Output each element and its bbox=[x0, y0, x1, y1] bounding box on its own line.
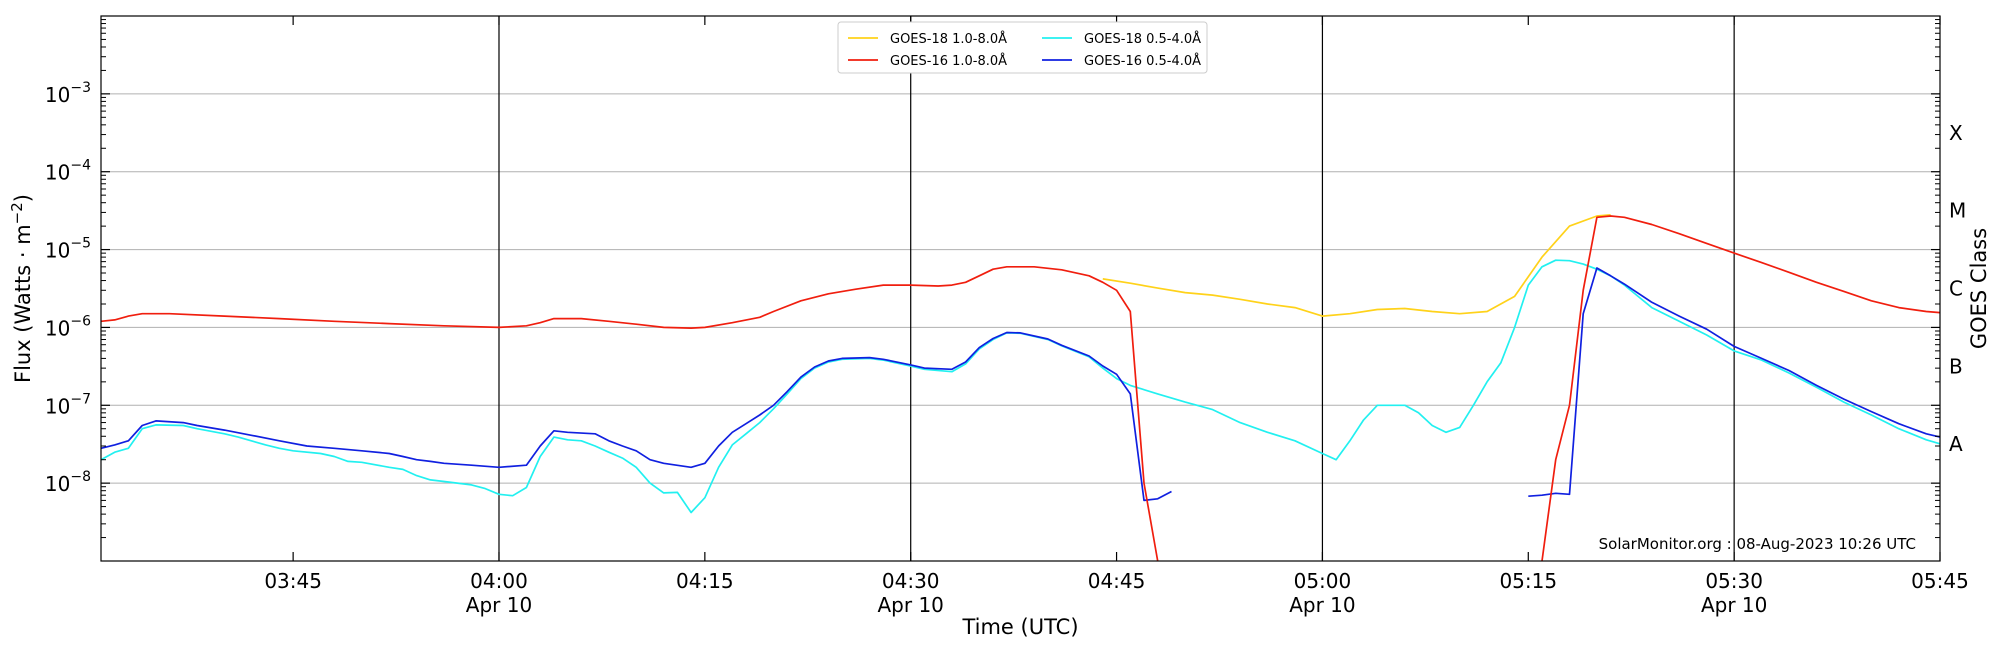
y-tick-label: 10−7 bbox=[45, 391, 91, 418]
series-line bbox=[100, 265, 1159, 562]
x-tick-label: 04:45 bbox=[1088, 569, 1146, 593]
legend-frame bbox=[837, 21, 1208, 74]
legend: GOES-18 1.0-8.0Å GOES-18 0.5-4.0Å GOES-16 … bbox=[837, 21, 1208, 74]
x-tick-label: 04:00 bbox=[470, 569, 528, 593]
x-tick-label: 04:30 bbox=[882, 569, 940, 593]
goes-class-label: A bbox=[1949, 432, 1963, 456]
series-line bbox=[1528, 267, 1941, 498]
goes-class-label: M bbox=[1949, 199, 1966, 223]
legend-entry: GOES-18 1.0-8.0Å bbox=[890, 31, 1007, 47]
legend-entry: GOES-18 0.5-4.0Å bbox=[1084, 31, 1201, 47]
y-tick-label: 10−6 bbox=[45, 313, 91, 340]
x-tick-label: 05:15 bbox=[1499, 569, 1557, 593]
x-tick-date-label: Apr 10 bbox=[466, 593, 532, 617]
x-tick-label: 05:45 bbox=[1911, 569, 1969, 593]
plot-frame bbox=[100, 15, 1941, 562]
x-tick-date-label: Apr 10 bbox=[878, 593, 944, 617]
goes-class-labels: A B C M X bbox=[1949, 121, 1966, 456]
goes-class-label: X bbox=[1949, 121, 1963, 145]
legend-entry: GOES-16 1.0-8.0Å bbox=[890, 53, 1007, 69]
legend-entry: GOES-16 0.5-4.0Å bbox=[1084, 53, 1201, 69]
x-axis-label: Time (UTC) bbox=[961, 615, 1078, 639]
series-line bbox=[1541, 215, 1941, 562]
axis-ticks bbox=[101, 16, 1941, 561]
x-tick-date-label: Apr 10 bbox=[1289, 593, 1355, 617]
goes-class-axis-label: GOES Class bbox=[1967, 228, 1991, 349]
y-tick-label: 10−3 bbox=[45, 80, 91, 107]
y-tick-label: 10−5 bbox=[45, 236, 91, 263]
x-tick-label: 05:30 bbox=[1705, 569, 1763, 593]
x-tick-date-label: Apr 10 bbox=[1701, 593, 1767, 617]
y-tick-label: 10−8 bbox=[45, 469, 91, 496]
y-tick-label: 10−4 bbox=[45, 158, 91, 185]
goes-class-label: C bbox=[1949, 277, 1963, 301]
day-marker-lines bbox=[498, 16, 1735, 561]
grid-lines bbox=[101, 93, 1940, 484]
x-tick-label: 05:00 bbox=[1294, 569, 1352, 593]
source-watermark: SolarMonitor.org : 08-Aug-2023 10:26 UTC bbox=[1599, 535, 1916, 553]
x-tick-label: 04:15 bbox=[676, 569, 734, 593]
series-line bbox=[100, 259, 1941, 514]
y-axis-label: Flux (Watts · m−2) bbox=[8, 194, 35, 383]
y-tick-labels: 10−8 10−7 10−6 10−5 10−4 10−3 bbox=[45, 80, 91, 496]
flux-series bbox=[100, 213, 1941, 562]
x-tick-label: 03:45 bbox=[264, 569, 322, 593]
goes-class-label: B bbox=[1949, 354, 1963, 378]
series-line bbox=[100, 331, 1172, 502]
series-line bbox=[1102, 213, 1611, 317]
